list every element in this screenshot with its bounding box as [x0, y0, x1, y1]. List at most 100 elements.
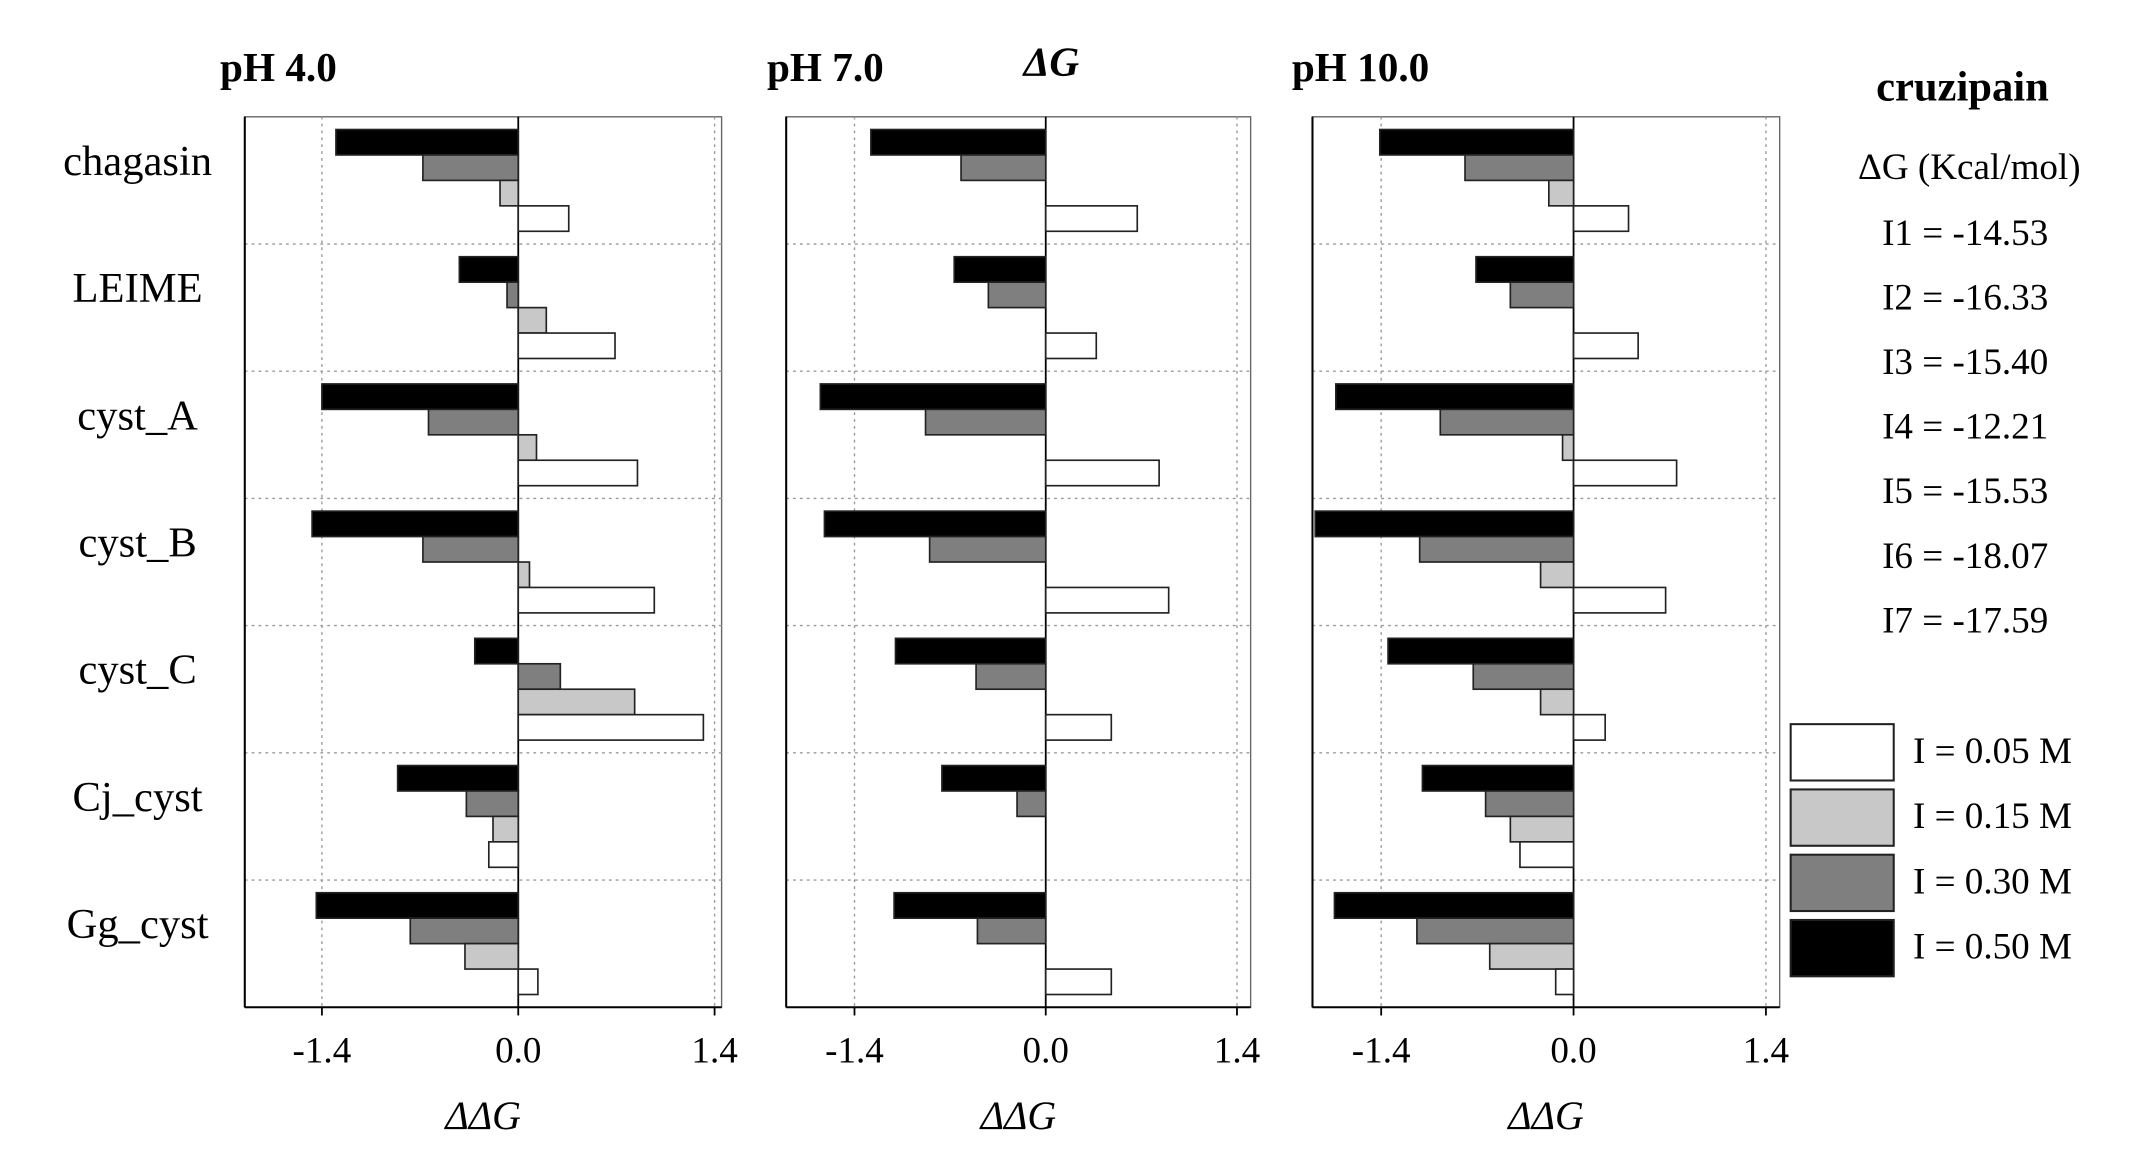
bar — [517, 205, 570, 233]
side-title: cruzipain — [1876, 63, 2049, 110]
bar — [1016, 790, 1047, 818]
bar — [1418, 535, 1575, 563]
bar — [422, 154, 520, 182]
bar — [928, 535, 1047, 563]
bar — [1572, 332, 1639, 360]
bar — [1509, 815, 1575, 843]
legend-swatch — [1789, 853, 1895, 913]
bar — [1044, 459, 1160, 487]
bar — [517, 459, 639, 487]
bar — [975, 662, 1047, 691]
bar — [893, 891, 1047, 920]
bar — [517, 586, 656, 614]
legend-swatch — [1789, 723, 1895, 782]
x-tick-label: 1.4 — [691, 1030, 737, 1071]
x-tick-label: -1.4 — [293, 1030, 352, 1071]
bar — [1044, 586, 1170, 614]
bar — [409, 917, 520, 945]
bar — [517, 688, 636, 716]
bar — [1547, 179, 1575, 207]
side-entry: I4 = -12.21 — [1882, 407, 2048, 448]
bar — [1333, 891, 1575, 920]
y-tick-label: LEIME — [73, 265, 203, 312]
side-entry: I2 = -16.33 — [1882, 277, 2048, 318]
legend-swatch — [1789, 918, 1895, 978]
bar — [1044, 968, 1113, 996]
y-tick-label: Cj_cyst — [73, 774, 203, 821]
bar — [465, 790, 520, 818]
y-tick-label: Gg_cyst — [67, 901, 209, 948]
bar — [1044, 332, 1098, 360]
x-axis-label: ΔΔG — [979, 1093, 1057, 1138]
bar — [1539, 561, 1575, 589]
y-tick-label: chagasin — [63, 138, 212, 185]
bar — [311, 510, 520, 538]
bar — [499, 179, 520, 207]
y-tick-label: cyst_B — [78, 520, 196, 567]
bar — [1509, 281, 1575, 309]
x-tick-label: 0.0 — [495, 1030, 541, 1071]
bar — [1416, 917, 1575, 945]
x-tick-label: -1.4 — [1352, 1030, 1411, 1071]
bar — [1572, 205, 1630, 233]
bar — [321, 383, 520, 411]
x-axis-label: ΔΔG — [443, 1093, 521, 1138]
x-tick-label: 0.0 — [1550, 1030, 1596, 1071]
bar — [987, 281, 1047, 309]
bar — [1421, 764, 1575, 792]
side-entry: I6 = -18.07 — [1882, 536, 2048, 577]
y-tick-label: cyst_C — [78, 647, 196, 694]
bar — [506, 281, 520, 309]
bar — [458, 255, 520, 283]
bar — [976, 917, 1047, 945]
bar — [1378, 128, 1575, 156]
bar — [870, 128, 1047, 156]
y-tick-label: cyst_A — [77, 392, 198, 439]
side-entry: I1 = -14.53 — [1882, 213, 2048, 254]
bar — [1314, 510, 1575, 538]
bar — [1335, 383, 1575, 411]
bar — [517, 662, 562, 691]
bar — [517, 713, 705, 741]
bar — [1044, 205, 1139, 233]
bar — [823, 510, 1047, 538]
legend-swatch — [1789, 788, 1895, 847]
bar — [1554, 968, 1575, 996]
legend-label: I = 0.15 M — [1913, 796, 2072, 837]
bar — [464, 942, 520, 970]
legend-label: I = 0.05 M — [1913, 731, 2072, 772]
side-entry: I7 = -17.59 — [1882, 600, 2048, 641]
legend-label: I = 0.50 M — [1913, 927, 2072, 968]
bar — [1561, 433, 1575, 462]
bar — [487, 841, 520, 869]
bar — [941, 764, 1047, 792]
x-tick-label: 0.0 — [1023, 1030, 1069, 1071]
bar — [1464, 154, 1575, 182]
bar — [473, 637, 520, 665]
bar — [1387, 637, 1575, 665]
bar — [819, 383, 1047, 411]
bar — [1472, 662, 1575, 691]
bar — [1572, 586, 1667, 614]
panel-title: pH 10.0 — [1292, 44, 1429, 90]
side-subtitle: ΔG (Kcal/mol) — [1858, 147, 2081, 188]
x-axis-label: ΔΔG — [1506, 1093, 1584, 1138]
bar — [517, 561, 531, 589]
bar — [1488, 942, 1575, 970]
legend-label: I = 0.30 M — [1913, 861, 2072, 902]
bar — [1572, 713, 1606, 741]
x-tick-label: 1.4 — [1214, 1030, 1260, 1071]
side-entry: I3 = -15.40 — [1882, 342, 2048, 383]
bar — [1539, 688, 1575, 716]
bar — [1572, 459, 1678, 487]
bar — [960, 154, 1047, 182]
bar — [517, 433, 538, 462]
bar — [492, 815, 520, 843]
bar — [517, 968, 539, 996]
bar — [517, 332, 616, 360]
bar — [1439, 408, 1575, 436]
x-tick-label: -1.4 — [825, 1030, 884, 1071]
bar — [1519, 841, 1575, 869]
super-title: ΔG — [1022, 38, 1080, 84]
